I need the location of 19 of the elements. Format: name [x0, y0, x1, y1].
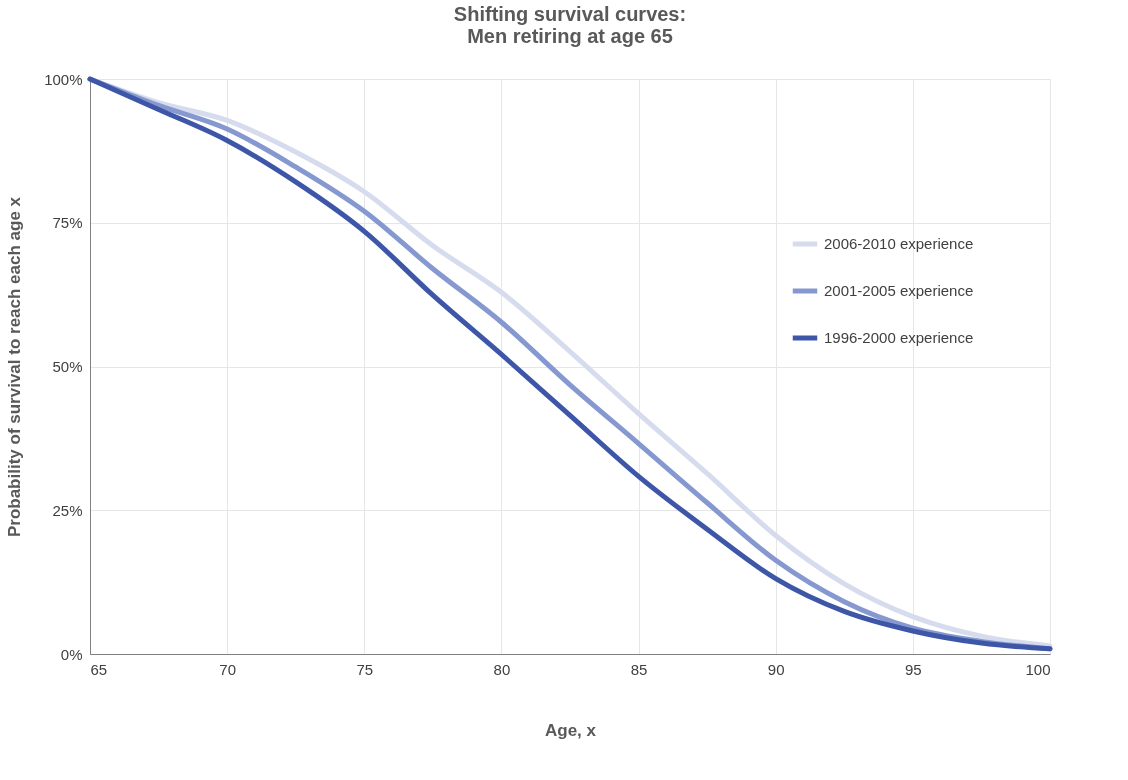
x-tick-label: 100 [1025, 660, 1051, 678]
y-tick-label: 50% [52, 358, 83, 375]
x-tick-label: 75 [356, 660, 374, 678]
legend-label: 1996-2000 experience [824, 329, 974, 346]
y-axis-title: Probability of survival to reach each age x [5, 196, 25, 538]
x-tick-label: 65 [90, 660, 108, 678]
y-tick-label: 75% [52, 214, 83, 232]
chart-title: Shifting survival curves: Men retiring at age 65 [453, 3, 687, 47]
x-axis-title: Age, x [544, 720, 597, 740]
x-tick-label: 90 [767, 660, 785, 678]
y-tick-label: 100% [44, 70, 83, 88]
y-tick-label: 25% [52, 501, 83, 519]
legend-label: 2006-2010 experience [824, 235, 974, 252]
x-tick-label: 85 [630, 660, 648, 678]
x-tick-label: 80 [493, 660, 511, 678]
x-tick-label: 95 [905, 660, 922, 678]
x-tick-label: 70 [219, 660, 236, 678]
legend-label: 2001-2005 experience [824, 282, 974, 299]
y-tick-label: 0% [60, 645, 83, 663]
